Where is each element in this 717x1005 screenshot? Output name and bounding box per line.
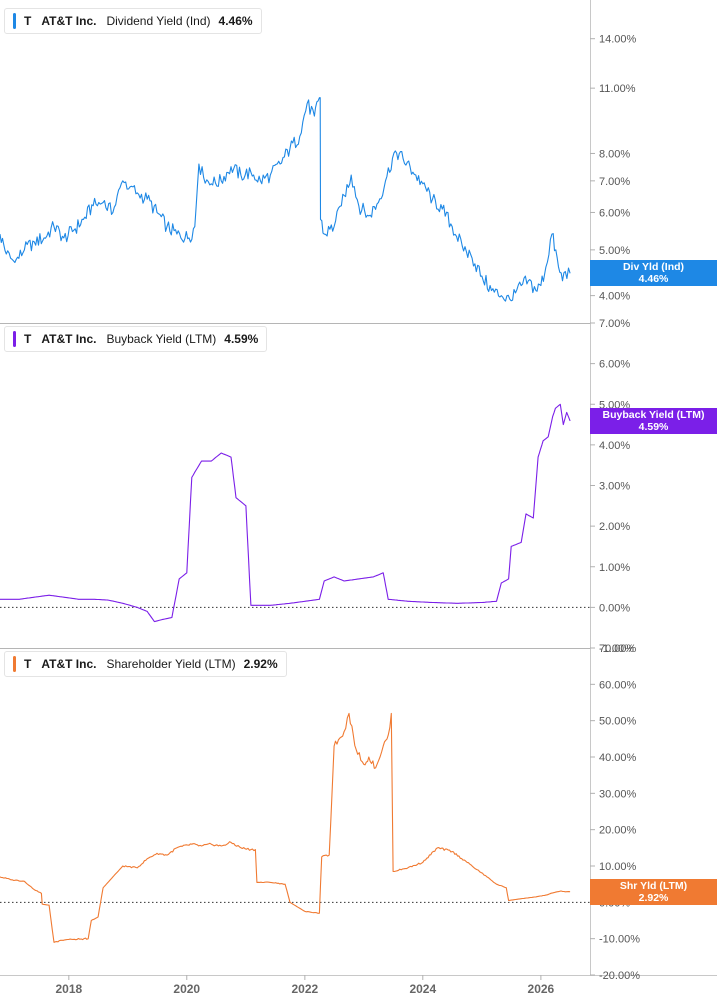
x-tick-label: 2022: [292, 982, 319, 996]
legend-metric: Shareholder Yield (LTM): [106, 657, 236, 671]
y-tick-label: 20.00%: [599, 825, 637, 837]
y-tick-label: 40.00%: [599, 752, 637, 764]
y-tick-label: 70.00%: [599, 643, 637, 655]
y-tick-label: 6.00%: [599, 207, 630, 219]
legend-value: 4.46%: [218, 14, 253, 28]
legend-ticker: T: [24, 14, 32, 28]
y-tick-label: 0.00%: [599, 602, 630, 614]
legend-company: AT&T Inc.: [41, 14, 97, 28]
axis-tag-value: 4.46%: [638, 273, 669, 286]
y-tick-label: 4.00%: [599, 440, 630, 452]
x-tick-label: 2020: [173, 982, 200, 996]
legend-metric: Dividend Yield (Ind): [106, 14, 211, 28]
axis-tag-value: 2.92%: [638, 891, 669, 904]
y-tick-label: 11.00%: [599, 83, 636, 95]
legend-2[interactable]: T AT&T Inc. Buyback Yield (LTM) 4.59%: [4, 326, 268, 352]
legend-1[interactable]: T AT&T Inc. Dividend Yield (Ind) 4.46%: [4, 8, 262, 34]
y-tick-label: 6.00%: [599, 359, 630, 371]
legend-company: AT&T Inc.: [41, 332, 97, 346]
y-tick-label: -10.00%: [599, 934, 640, 946]
y-tick-label: 2.00%: [599, 521, 630, 533]
legend-color-swatch: [13, 331, 16, 347]
legend-ticker: T: [24, 332, 32, 346]
legend-color-swatch: [13, 13, 16, 29]
x-tick-label: 2024: [409, 982, 436, 996]
legend-ticker: T: [24, 657, 32, 671]
y-tick-label: 7.00%: [599, 318, 630, 330]
y-tick-label: -1.00%: [599, 643, 634, 655]
x-tick-label: 2026: [528, 982, 555, 996]
axis-tag-label: Shr Yld (LTM): [619, 879, 688, 892]
y-tick-label: 60.00%: [599, 679, 637, 691]
axis-value-tag-2: Buyback Yield (LTM) 4.59%: [590, 407, 717, 434]
y-tick-label: 14.00%: [599, 34, 637, 46]
axis-tag-label: Div Yld (Ind): [622, 261, 685, 274]
legend-metric: Buyback Yield (LTM): [106, 332, 217, 346]
legend-value: 4.59%: [224, 332, 259, 346]
legend-3[interactable]: T AT&T Inc. Shareholder Yield (LTM) 2.92%: [4, 651, 287, 677]
y-tick-label: 1.00%: [599, 562, 630, 574]
y-tick-label: 5.00%: [599, 245, 630, 257]
y-tick-label: -20.00%: [599, 970, 640, 982]
y-tick-label: 3.00%: [599, 481, 630, 493]
axis-value-tag-1: Div Yld (Ind) 4.46%: [590, 260, 717, 287]
y-tick-label: 30.00%: [599, 788, 637, 800]
legend-color-swatch: [13, 656, 16, 672]
series-line-2: [0, 403, 571, 623]
axis-value-tag-3: Shr Yld (LTM) 2.92%: [590, 878, 717, 905]
y-tick-label: 10.00%: [599, 861, 637, 873]
series-line-3: [0, 712, 571, 943]
y-tick-label: 50.00%: [599, 716, 637, 728]
y-tick-label: 8.00%: [599, 148, 630, 160]
axis-tag-value: 4.59%: [638, 420, 669, 433]
y-tick-label: 4.00%: [599, 291, 630, 303]
series-line-1: [0, 97, 571, 302]
y-tick-label: 7.00%: [599, 176, 630, 188]
legend-company: AT&T Inc.: [41, 657, 97, 671]
legend-value: 2.92%: [243, 657, 278, 671]
axis-tag-label: Buyback Yield (LTM): [602, 408, 705, 421]
x-tick-label: 2018: [55, 982, 82, 996]
